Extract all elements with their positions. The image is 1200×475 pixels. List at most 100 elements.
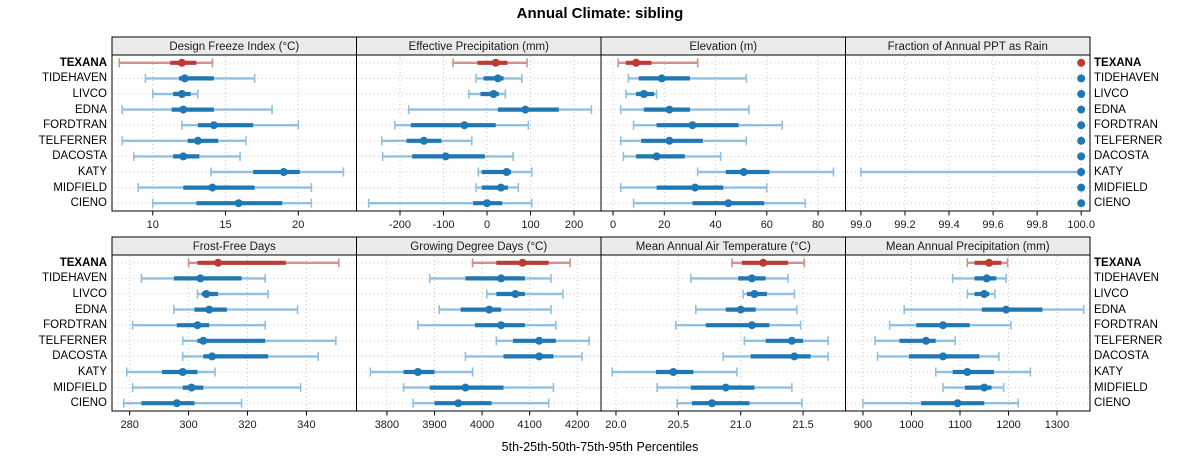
- row-label-right-texana: TEXANA: [1094, 56, 1142, 69]
- median-dot: [178, 368, 187, 376]
- median-dot: [708, 399, 717, 408]
- x-tick-label: 280: [120, 419, 138, 431]
- median-dot: [497, 274, 506, 283]
- median-dot: [279, 168, 288, 176]
- median-dot: [985, 258, 994, 267]
- x-tick-label: 300: [179, 419, 197, 431]
- median-dot: [489, 90, 498, 98]
- median-dot: [632, 58, 641, 67]
- row-label-left-fordtran: FORDTRAN: [43, 319, 107, 332]
- panel-header-label: Mean Annual Precipitation (mm): [886, 241, 1050, 253]
- median-dot: [497, 321, 506, 330]
- row-label-right-tidehaven: TIDEHAVEN: [1094, 272, 1159, 285]
- row-label-left-livco: LIVCO: [72, 288, 107, 300]
- row-label-right-tidehaven: TIDEHAVEN: [1094, 72, 1159, 85]
- x-tick-label: 1000: [899, 419, 923, 431]
- median-dot: [483, 199, 492, 208]
- median-dot: [1077, 152, 1086, 161]
- median-dot: [234, 199, 243, 208]
- median-dot: [1077, 105, 1086, 114]
- median-dot: [1077, 199, 1086, 208]
- row-label-right-fordtran: FORDTRAN: [1094, 319, 1158, 332]
- median-dot: [454, 399, 463, 408]
- panel-header-label: Elevation (m): [689, 41, 757, 53]
- median-dot: [493, 74, 502, 83]
- plot-area: [601, 55, 846, 211]
- x-tick-label: -200: [389, 219, 411, 231]
- median-dot: [739, 168, 748, 176]
- median-dot: [193, 321, 202, 330]
- panel-header-label: Growing Degree Days (°C): [410, 241, 547, 253]
- x-tick-label: 0: [484, 219, 490, 231]
- row-label-right-dacosta: DACOSTA: [1094, 350, 1149, 363]
- row-label-left-fordtran: FORDTRAN: [43, 119, 107, 132]
- x-tick-label: 4100: [517, 419, 541, 431]
- median-dot: [521, 105, 530, 114]
- x-tick-label: 20.5: [668, 419, 689, 431]
- chart-title: Annual Climate: sibling: [516, 5, 684, 22]
- median-dot: [180, 74, 189, 83]
- row-label-left-midfield: MIDFIELD: [53, 181, 107, 194]
- median-dot: [724, 199, 733, 208]
- row-label-left-edna: EDNA: [75, 103, 107, 116]
- panel-header-label: Frost-Free Days: [193, 241, 276, 253]
- median-dot: [747, 321, 756, 330]
- row-label-left-cieno: CIENO: [70, 397, 107, 410]
- median-dot: [980, 290, 989, 298]
- x-tick-label: 15: [219, 219, 231, 231]
- x-tick-label: 200: [565, 219, 583, 231]
- median-dot: [196, 274, 205, 283]
- median-dot: [177, 58, 186, 67]
- row-label-left-edna: EDNA: [75, 303, 107, 316]
- x-tick-label: 0: [610, 219, 616, 231]
- x-tick-label: 4200: [565, 419, 589, 431]
- median-dot: [535, 336, 544, 345]
- median-dot: [747, 274, 756, 283]
- x-tick-label: 99.6: [982, 219, 1003, 231]
- x-tick-label: 1300: [1045, 419, 1069, 431]
- row-label-left-katy: KATY: [77, 366, 107, 378]
- x-tick-label: 320: [238, 419, 256, 431]
- median-dot: [1077, 183, 1086, 192]
- median-dot: [759, 258, 768, 267]
- x-tick-label: 100: [521, 219, 539, 231]
- median-dot: [688, 121, 697, 130]
- x-tick-label: 99.8: [1026, 219, 1047, 231]
- median-dot: [419, 136, 428, 145]
- median-dot: [787, 336, 796, 345]
- median-dot: [691, 183, 700, 192]
- row-label-right-livco: LIVCO: [1094, 288, 1129, 300]
- x-tick-label: 40: [709, 219, 721, 231]
- x-tick-label: 21.5: [792, 419, 813, 431]
- x-tick-label: 3800: [375, 419, 399, 431]
- x-tick-label: 20: [658, 219, 670, 231]
- panel-header-label: Mean Annual Air Temperature (°C): [636, 241, 811, 253]
- row-label-right-katy: KATY: [1094, 366, 1124, 378]
- x-tick-label: 20.0: [605, 419, 626, 431]
- median-dot: [669, 368, 678, 376]
- plot-area: [845, 255, 1090, 411]
- median-dot: [535, 352, 544, 361]
- panel-border: [845, 254, 1091, 412]
- axis-caption: 5th-25th-50th-75th-95th Percentiles: [501, 440, 699, 454]
- median-dot: [179, 105, 188, 114]
- median-dot: [214, 258, 223, 267]
- median-dot: [461, 383, 470, 392]
- median-dot: [736, 305, 745, 314]
- x-tick-label: 99.0: [850, 219, 871, 231]
- row-label-left-texana: TEXANA: [59, 56, 107, 69]
- median-dot: [982, 274, 991, 283]
- x-tick-label: 4000: [470, 419, 494, 431]
- row-label-right-telferner: TELFERNER: [1094, 134, 1163, 147]
- row-label-left-katy: KATY: [77, 166, 107, 178]
- median-dot: [413, 368, 422, 376]
- x-tick-label: 340: [297, 419, 315, 431]
- median-dot: [193, 136, 202, 145]
- row-label-left-tidehaven: TIDEHAVEN: [42, 72, 107, 85]
- median-dot: [205, 305, 214, 314]
- panel-header-label: Effective Precipitation (mm): [409, 41, 550, 53]
- row-label-left-texana: TEXANA: [59, 256, 107, 269]
- x-tick-label: 60: [761, 219, 773, 231]
